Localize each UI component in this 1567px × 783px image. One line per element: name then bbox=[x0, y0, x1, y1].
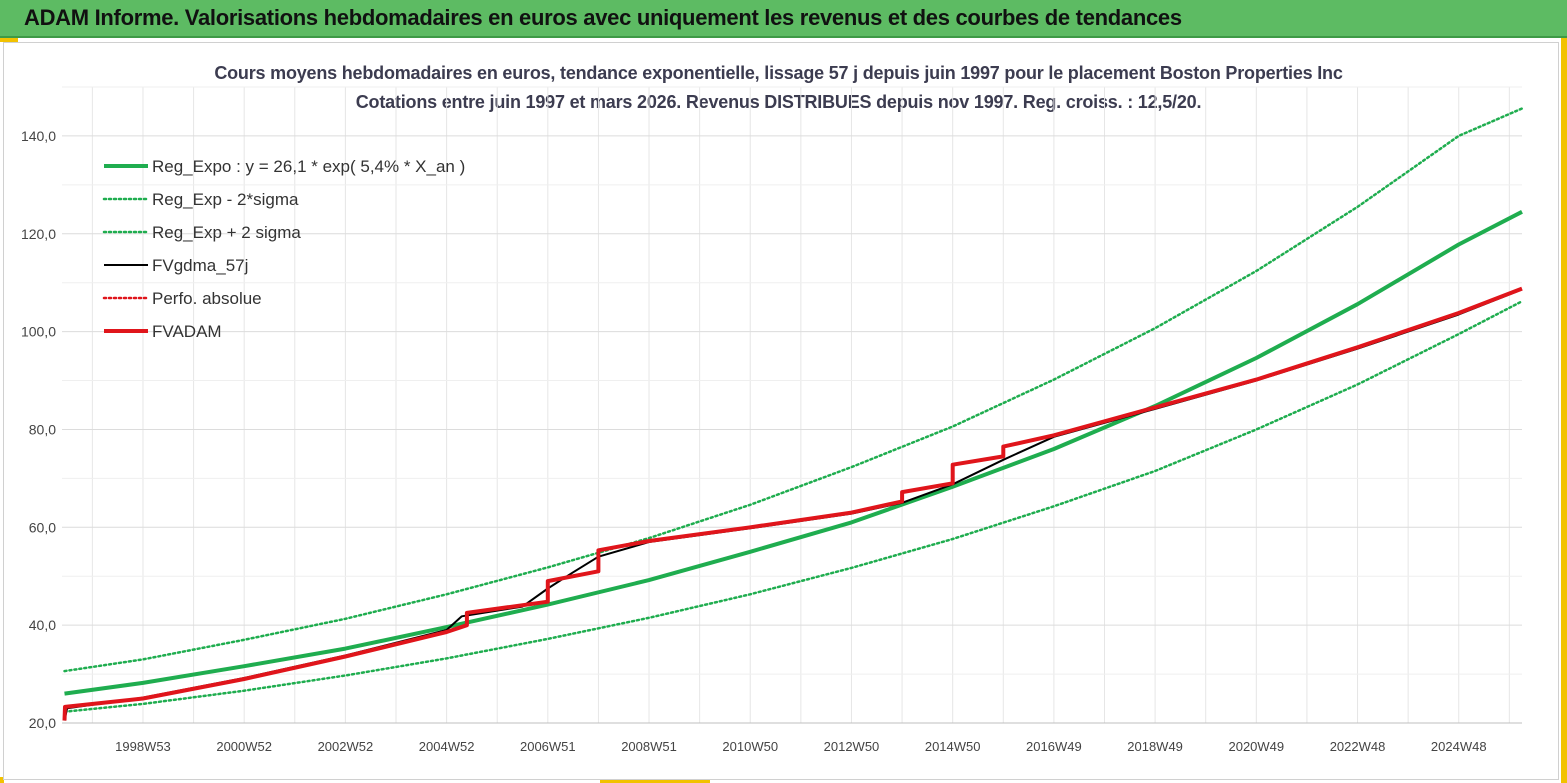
x-tick-label: 2006W51 bbox=[520, 739, 576, 754]
report-title: ADAM Informe. Valorisations hebdomadaire… bbox=[24, 5, 1182, 30]
grid-lines bbox=[62, 86, 1522, 724]
chart-frame bbox=[3, 42, 1559, 780]
x-tick-label: 2010W50 bbox=[722, 739, 778, 754]
legend-entry: Reg_Expo : y = 26,1 * exp( 5,4% * X_an ) bbox=[152, 157, 465, 176]
chart-subtitle: Cotations entre juin 1997 et mars 2026. … bbox=[355, 92, 1202, 112]
y-tick-label: 40,0 bbox=[29, 617, 56, 633]
series-line-3 bbox=[63, 107, 1524, 673]
x-tick-label: 2018W49 bbox=[1127, 739, 1183, 754]
series-line-6 bbox=[62, 286, 1523, 721]
y-tick-label: 100,0 bbox=[21, 324, 56, 340]
y-tick-label: 80,0 bbox=[29, 421, 56, 437]
x-tick-label: 2000W52 bbox=[216, 739, 272, 754]
x-tick-label: 2002W52 bbox=[318, 739, 374, 754]
legend-entry: FVADAM bbox=[152, 322, 222, 341]
x-tick-label: 2008W51 bbox=[621, 739, 677, 754]
x-tick-label: 2022W48 bbox=[1330, 739, 1386, 754]
accent-strip-bottom bbox=[600, 780, 710, 783]
y-tick-label: 60,0 bbox=[29, 519, 56, 535]
y-axis-ticks: 20,0 40,0 60,0 80,0 100,0 120,0 140,0 bbox=[21, 128, 56, 731]
x-tick-label: 2004W52 bbox=[419, 739, 475, 754]
y-tick-label: 120,0 bbox=[21, 226, 56, 242]
legend-entry: Perfo. absolue bbox=[152, 289, 262, 308]
accent-strip-left bbox=[0, 38, 18, 42]
x-tick-label: 2014W50 bbox=[925, 739, 981, 754]
chart-title: Cours moyens hebdomadaires en euros, ten… bbox=[214, 63, 1343, 83]
x-tick-label: 2012W50 bbox=[824, 739, 880, 754]
x-tick-label: 2016W49 bbox=[1026, 739, 1082, 754]
legend-entry: Reg_Exp + 2 sigma bbox=[152, 223, 301, 242]
x-tick-label: 2024W48 bbox=[1431, 739, 1487, 754]
series-line-4 bbox=[63, 288, 1523, 721]
accent-strip-bottom-left bbox=[0, 777, 4, 783]
series-line-2 bbox=[63, 300, 1524, 713]
legend-entry: Reg_Exp - 2*sigma bbox=[152, 190, 299, 209]
series-lines bbox=[62, 107, 1524, 721]
legend: Reg_Expo : y = 26,1 * exp( 5,4% * X_an )… bbox=[102, 157, 465, 341]
report-banner: ADAM Informe. Valorisations hebdomadaire… bbox=[0, 0, 1567, 38]
legend-entry: FVgdma_57j bbox=[152, 256, 248, 275]
y-tick-label: 140,0 bbox=[21, 128, 56, 144]
x-axis-ticks: 1998W53 2000W52 2002W52 2004W52 2006W51 2008W… bbox=[115, 739, 1486, 754]
y-tick-label: 20,0 bbox=[29, 715, 56, 731]
accent-strip-right bbox=[1561, 38, 1567, 783]
series-line-1 bbox=[64, 210, 1523, 696]
x-tick-label: 1998W53 bbox=[115, 739, 171, 754]
x-tick-label: 2020W49 bbox=[1228, 739, 1284, 754]
